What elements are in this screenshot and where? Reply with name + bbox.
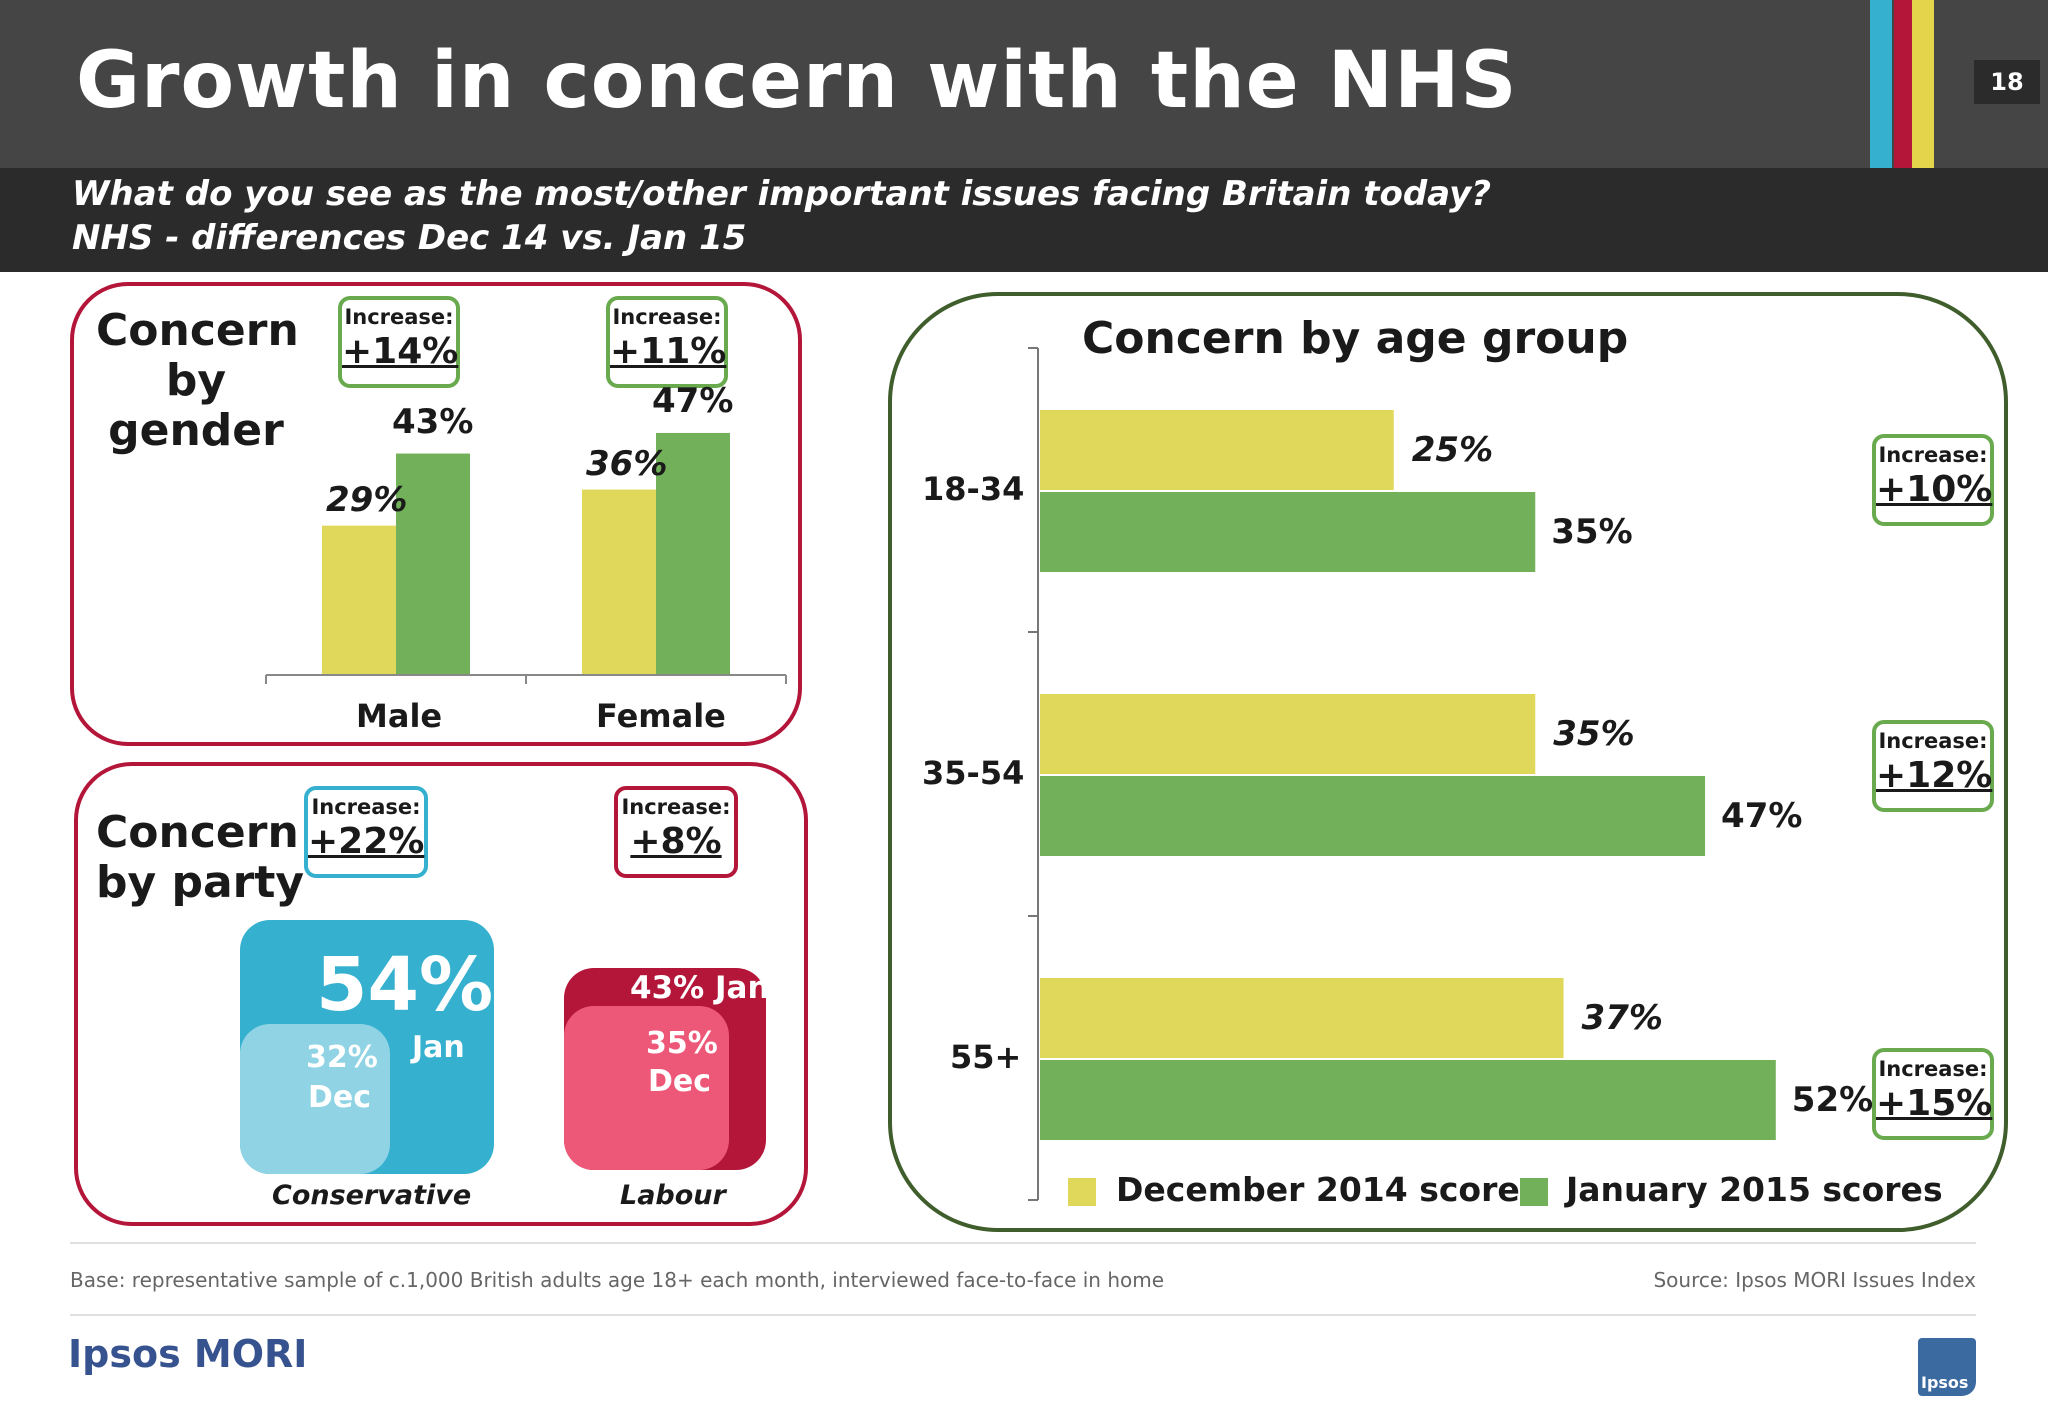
conservative-january-value: 54% <box>316 942 494 1028</box>
page-number: 18 <box>1974 60 2040 104</box>
footer-divider-bottom <box>70 1314 1976 1316</box>
female-category-label: Female <box>596 697 726 735</box>
bar-35-54-december <box>1040 694 1536 774</box>
question-text: What do you see as the most/other import… <box>72 174 1491 214</box>
accent-stripe-blue <box>1870 0 1892 168</box>
conservative-december-word: Dec <box>308 1080 372 1115</box>
page-title: Growth in concern with the NHS <box>76 36 1518 126</box>
male-increase-box: Increase: +14% <box>338 296 460 388</box>
bar-55plus-december <box>1040 978 1564 1058</box>
base-note: Base: representative sample of c.1,000 B… <box>70 1268 1165 1292</box>
conservative-december-square <box>240 1023 391 1174</box>
ipsos-icon: Ipsos <box>1918 1338 1976 1396</box>
age-18-34-december-value: 25% <box>1411 430 1494 470</box>
bar-female-december <box>582 489 656 675</box>
labour-december-word: Dec <box>648 1064 712 1099</box>
conservative-category-label: Conservative <box>272 1180 472 1211</box>
labour-increase-box: Increase: +8% <box>614 786 738 878</box>
labour-december-value: 35% <box>646 1026 718 1061</box>
gender-panel <box>70 282 802 746</box>
female-increase-box: Increase: +11% <box>606 296 728 388</box>
bar-55plus-january <box>1040 1060 1776 1140</box>
conservative-increase-box: Increase: +22% <box>304 786 428 878</box>
age-label-35-54: 35-54 <box>922 754 1025 792</box>
accent-stripe-red <box>1894 0 1916 168</box>
age-label-55plus: 55+ <box>950 1038 1022 1076</box>
labour-december-square <box>564 1005 729 1170</box>
gender-chart <box>265 432 787 684</box>
female-january-value: 47% <box>652 380 734 421</box>
conservative-december-value: 32% <box>306 1040 378 1075</box>
age-55plus-increase-box: Increase: +15% <box>1872 1048 1994 1140</box>
legend-december-label: December 2014 scores <box>1116 1170 1540 1209</box>
age-35-54-december-value: 35% <box>1553 714 1635 754</box>
bar-18-34-december <box>1040 410 1394 490</box>
bar-35-54-january <box>1040 776 1706 856</box>
age-panel <box>888 292 2008 1232</box>
labour-january-value: 43% Jan <box>630 970 770 1006</box>
male-december-value: 29% <box>326 479 408 520</box>
footer-divider-top <box>70 1242 1976 1244</box>
party-panel-title: Concern by party <box>96 807 305 908</box>
age-35-54-january-value: 47% <box>1721 796 1803 836</box>
accent-stripe-yellow <box>1912 0 1934 168</box>
party-panel <box>74 762 808 1226</box>
age-18-34-increase-box: Increase: +10% <box>1872 434 1994 526</box>
source-note: Source: Ipsos MORI Issues Index <box>1653 1268 1976 1292</box>
legend-december-swatch <box>1068 1178 1096 1206</box>
conservative-january-word: Jan <box>412 1030 465 1065</box>
labour-category-label: Labour <box>620 1180 726 1211</box>
gender-panel-title: Concern by gender <box>96 305 299 456</box>
male-category-label: Male <box>356 697 443 735</box>
legend-january-swatch <box>1520 1178 1548 1206</box>
age-18-34-january-value: 35% <box>1551 512 1633 552</box>
age-panel-title: Concern by age group <box>1082 313 1629 364</box>
male-january-value: 43% <box>392 401 474 442</box>
subtitle-bar <box>0 168 2048 272</box>
bar-male-december <box>322 525 396 675</box>
bar-female-january <box>656 432 730 675</box>
age-55plus-december-value: 37% <box>1581 998 1663 1038</box>
bar-male-january <box>396 453 470 675</box>
header-bar <box>0 0 2048 168</box>
ipsos-mori-logo: Ipsos MORI <box>68 1332 308 1376</box>
age-chart <box>1028 347 1776 1201</box>
bar-18-34-january <box>1040 492 1536 572</box>
age-label-18-34: 18-34 <box>922 470 1025 508</box>
subtitle-text: NHS - differences Dec 14 vs. Jan 15 <box>72 218 747 258</box>
age-55plus-january-value: 52% <box>1791 1080 1874 1120</box>
age-35-54-increase-box: Increase: +12% <box>1872 720 1994 812</box>
female-december-value: 36% <box>586 443 668 484</box>
legend-january-label: January 2015 scores <box>1566 1170 1943 1209</box>
